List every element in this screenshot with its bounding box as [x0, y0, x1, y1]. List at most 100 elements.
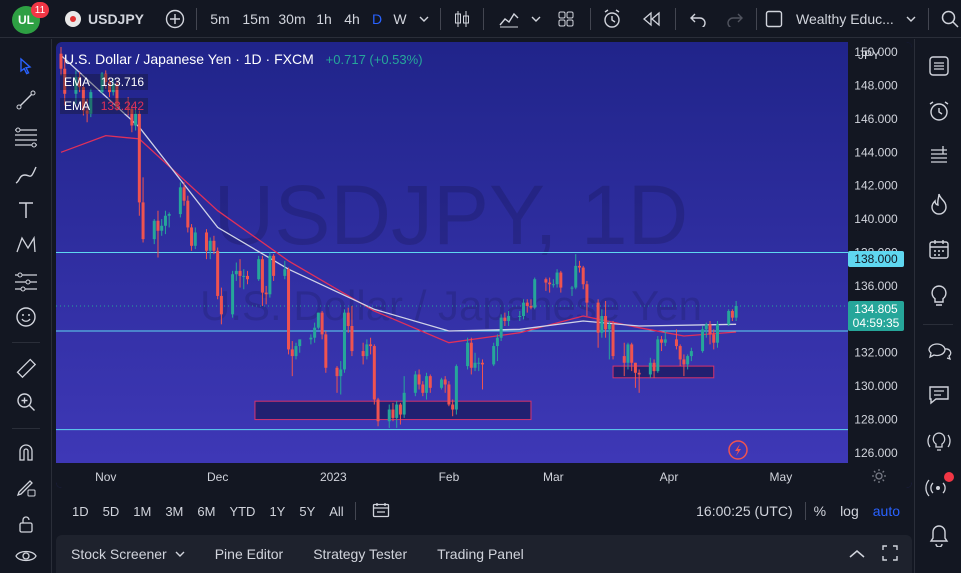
interval-15m[interactable]: 15m [242, 11, 270, 27]
tab-strategy-tester[interactable]: Strategy Tester [298, 546, 422, 562]
range-ytd[interactable]: YTD [229, 503, 256, 519]
emoji-tool[interactable] [10, 301, 42, 333]
candle [134, 103, 138, 131]
range-all[interactable]: All [329, 503, 344, 519]
goto-date-button[interactable] [364, 502, 398, 521]
candle [309, 334, 313, 345]
interval-dropdown[interactable] [417, 0, 431, 38]
ruler-icon [16, 358, 37, 379]
rewind-icon [643, 11, 660, 26]
collapse-panel-button[interactable] [838, 546, 876, 562]
candle [242, 269, 246, 290]
pattern-tool[interactable] [10, 229, 42, 261]
alert-button[interactable] [601, 0, 625, 38]
chart-canvas[interactable]: USDJPY, 1D U.S. Dollar / Japanese Yen 15… [56, 42, 912, 488]
lock-drawings-tool[interactable] [10, 508, 42, 540]
fib-tool[interactable] [10, 121, 42, 153]
help-button[interactable] [923, 425, 955, 457]
candle-body [290, 349, 294, 357]
search-button[interactable] [940, 0, 960, 38]
alerts-button[interactable] [923, 95, 955, 127]
ideas-button[interactable] [923, 280, 955, 312]
candle [126, 97, 130, 116]
layout-button[interactable] [555, 0, 577, 38]
utc-clock[interactable]: 16:00:25 (UTC) [696, 503, 793, 519]
compare-add-button[interactable] [163, 0, 187, 38]
candle [402, 376, 406, 418]
candle [686, 354, 690, 370]
interval-w[interactable]: W [393, 11, 407, 27]
maximize-panel-button[interactable] [876, 544, 912, 564]
magnet-tool[interactable] [10, 436, 42, 468]
trend-line-tool[interactable] [10, 84, 42, 116]
replay-button[interactable] [640, 0, 664, 38]
redo-button[interactable] [724, 0, 746, 38]
zoom-tool[interactable] [10, 386, 42, 418]
symbol-search-button[interactable]: USDJPY [64, 0, 144, 38]
ema-legend-2[interactable]: EMA 133.242 [60, 98, 149, 114]
messages-button[interactable] [923, 379, 955, 411]
divider [923, 324, 953, 325]
chat-button[interactable] [923, 335, 955, 367]
candle-body [507, 315, 511, 321]
interval-5m[interactable]: 5m [210, 11, 230, 27]
candle-body [298, 339, 302, 347]
lightning-badge[interactable] [728, 440, 748, 460]
range-1d[interactable]: 1D [72, 503, 89, 519]
candle [342, 309, 346, 373]
range-3m[interactable]: 3M [165, 503, 184, 519]
chart-title[interactable]: U.S. Dollar / Japanese Yen · 1D · FXCM [64, 51, 314, 67]
percent-scale-toggle[interactable]: % [813, 503, 827, 519]
calendar-button[interactable] [923, 233, 955, 265]
text-tool[interactable] [10, 194, 42, 226]
range-1y[interactable]: 1Y [269, 503, 286, 519]
stay-in-drawing-tool[interactable] [10, 471, 42, 503]
interval-4h[interactable]: 4h [344, 11, 360, 27]
indicators-button[interactable] [497, 0, 521, 38]
range-6m[interactable]: 6M [197, 503, 216, 519]
auto-scale-toggle[interactable]: auto [872, 503, 900, 519]
interval-1h[interactable]: 1h [316, 11, 332, 27]
candle [186, 195, 190, 233]
candle [734, 300, 738, 321]
brush-tool[interactable] [10, 159, 42, 191]
range-5d[interactable]: 5D [102, 503, 120, 519]
measure-tool[interactable] [10, 352, 42, 384]
interval-d[interactable]: D [371, 11, 383, 27]
log-scale-toggle[interactable]: log [840, 503, 859, 519]
candle [163, 210, 167, 235]
workspace-button[interactable]: Wealthy Educ... [796, 0, 894, 38]
range-1m[interactable]: 1M [133, 503, 152, 519]
hotlists-button[interactable] [923, 188, 955, 220]
notifications-button[interactable] [923, 519, 955, 551]
workspace-dropdown[interactable] [905, 0, 917, 38]
watchlist-button[interactable] [923, 50, 955, 82]
ema-legend-1[interactable]: EMA 133.716 [60, 74, 149, 90]
indicators-dropdown[interactable] [530, 0, 542, 38]
chart-panel[interactable]: USDJPY, 1D U.S. Dollar / Japanese Yen 15… [56, 42, 912, 488]
tab-pine-editor[interactable]: Pine Editor [200, 546, 298, 562]
candle-body [320, 312, 324, 335]
candle-body [264, 292, 268, 295]
candle [85, 98, 89, 123]
prediction-tool[interactable] [10, 266, 42, 298]
pencil-lock-icon [16, 480, 36, 497]
undo-button[interactable] [687, 0, 709, 38]
streams-button[interactable] [923, 471, 955, 503]
candles-style-button[interactable] [450, 0, 474, 38]
hide-drawings-tool[interactable] [10, 540, 42, 572]
interval-30m[interactable]: 30m [278, 11, 306, 27]
candle [320, 310, 324, 340]
data-window-button[interactable] [923, 140, 955, 172]
candle [611, 320, 615, 360]
chevron-down-icon [419, 16, 429, 22]
timezone-settings-button[interactable] [872, 469, 886, 483]
level-price-tag: 138.000 [848, 251, 904, 267]
cursor-tool[interactable] [10, 50, 42, 82]
candle [231, 270, 235, 318]
candle [260, 255, 264, 306]
tab-trading-panel[interactable]: Trading Panel [422, 546, 539, 562]
layout-toggle-checkbox[interactable] [764, 0, 784, 38]
range-5y[interactable]: 5Y [299, 503, 316, 519]
tab-stock-screener[interactable]: Stock Screener [56, 546, 200, 562]
